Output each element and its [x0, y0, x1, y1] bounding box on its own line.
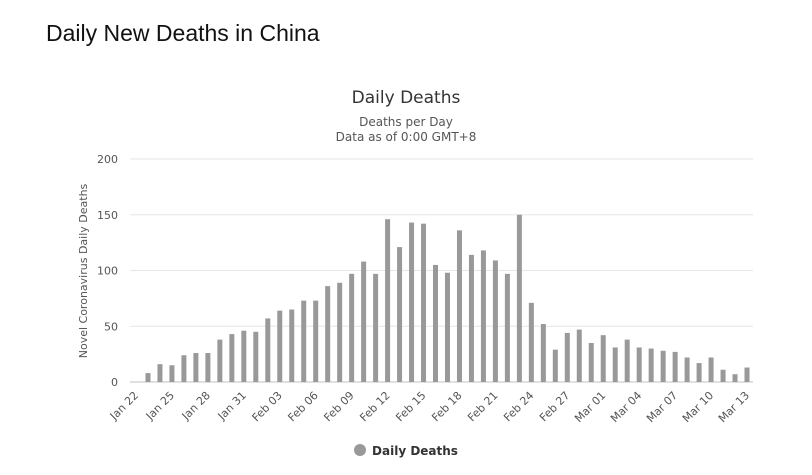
x-tick-label: Feb 21: [465, 389, 500, 424]
chart-subtitle: Deaths per Day: [359, 115, 453, 129]
bar-feb-05[interactable]: [301, 300, 307, 382]
bar-mar-08[interactable]: [684, 357, 690, 382]
x-tick-label: Mar 07: [644, 389, 680, 425]
bar-feb-04[interactable]: [289, 309, 295, 382]
bar-jan-24[interactable]: [157, 364, 163, 382]
bar-feb-09[interactable]: [349, 273, 355, 382]
chart-data-date: Data as of 0:00 GMT+8: [335, 130, 477, 144]
x-tick-label: Feb 27: [537, 389, 572, 424]
bar-feb-03[interactable]: [277, 310, 283, 382]
bar-mar-11[interactable]: [720, 369, 726, 382]
y-tick-label: 0: [111, 376, 118, 389]
x-tick-label: Feb 15: [393, 389, 428, 424]
bar-feb-12[interactable]: [385, 219, 391, 382]
bar-jan-30[interactable]: [229, 334, 235, 382]
bar-mar-10[interactable]: [708, 357, 714, 382]
x-tick-label: Feb 06: [285, 389, 320, 424]
bar-feb-25[interactable]: [540, 324, 546, 382]
x-tick-label: Jan 25: [143, 389, 177, 423]
bar-mar-04[interactable]: [636, 347, 642, 382]
x-tick-label: Feb 09: [321, 389, 356, 424]
page-title: Daily New Deaths in China: [46, 20, 320, 46]
bar-mar-09[interactable]: [696, 363, 702, 382]
y-tick-label: 100: [97, 265, 118, 278]
bar-feb-13[interactable]: [397, 247, 403, 382]
bar-jan-29[interactable]: [217, 339, 223, 382]
bar-feb-01[interactable]: [253, 331, 259, 382]
bar-mar-06[interactable]: [660, 350, 666, 382]
bar-feb-16[interactable]: [433, 264, 439, 382]
y-tick-label: 150: [97, 209, 118, 222]
x-tick-label: Mar 13: [716, 389, 752, 425]
bar-feb-20[interactable]: [480, 250, 486, 382]
bar-feb-19[interactable]: [468, 254, 474, 382]
bar-feb-10[interactable]: [361, 261, 367, 382]
bar-jan-23[interactable]: [145, 373, 151, 382]
legend-label: Daily Deaths: [372, 444, 458, 458]
x-tick-label: Feb 03: [250, 389, 285, 424]
x-tick-label: Jan 22: [107, 389, 141, 423]
bar-feb-02[interactable]: [265, 318, 271, 382]
bar-feb-23[interactable]: [516, 214, 522, 382]
bar-jan-27[interactable]: [193, 353, 199, 382]
bar-mar-02[interactable]: [612, 347, 618, 382]
x-tick-label: Feb 18: [429, 389, 464, 424]
bar-feb-21[interactable]: [492, 260, 498, 382]
bar-feb-17[interactable]: [444, 272, 450, 382]
x-tick-label: Mar 01: [572, 389, 608, 425]
x-tick-label: Feb 12: [357, 389, 392, 424]
bar-feb-27[interactable]: [564, 332, 570, 382]
bar-mar-03[interactable]: [624, 339, 630, 382]
bar-feb-14[interactable]: [409, 222, 415, 382]
bar-mar-01[interactable]: [600, 335, 606, 382]
y-axis-label: Novel Coronavirus Daily Deaths: [77, 183, 90, 358]
chart-legend[interactable]: Daily Deaths: [0, 444, 812, 458]
y-tick-label: 200: [97, 153, 118, 166]
legend-marker-icon: [354, 444, 367, 456]
bar-feb-24[interactable]: [528, 302, 534, 382]
bar-feb-15[interactable]: [421, 223, 427, 382]
bar-feb-11[interactable]: [373, 273, 379, 382]
bar-jan-25[interactable]: [169, 365, 175, 382]
bar-feb-28[interactable]: [576, 329, 582, 382]
bar-feb-07[interactable]: [325, 286, 331, 382]
bar-feb-18[interactable]: [456, 230, 462, 382]
x-tick-label: Jan 28: [179, 389, 213, 423]
bar-mar-07[interactable]: [672, 351, 678, 382]
x-tick-label: Mar 10: [680, 389, 716, 425]
x-tick-label: Mar 04: [608, 389, 644, 425]
bar-jan-26[interactable]: [181, 355, 187, 382]
bar-feb-06[interactable]: [313, 300, 319, 382]
bar-mar-12[interactable]: [732, 374, 738, 382]
x-tick-label: Jan 31: [215, 389, 249, 423]
bar-mar-05[interactable]: [648, 348, 654, 382]
bar-feb-08[interactable]: [337, 282, 343, 382]
bar-feb-22[interactable]: [504, 273, 510, 382]
chart-title: Daily Deaths: [351, 88, 461, 108]
bar-jan-31[interactable]: [241, 330, 247, 382]
y-tick-label: 50: [104, 320, 118, 333]
bar-feb-29[interactable]: [588, 342, 594, 382]
bar-mar-13[interactable]: [744, 367, 750, 383]
bar-feb-26[interactable]: [552, 349, 558, 382]
bar-jan-28[interactable]: [205, 353, 211, 382]
x-tick-label: Feb 24: [501, 389, 536, 424]
